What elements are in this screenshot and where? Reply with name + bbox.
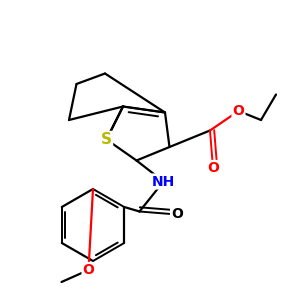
Text: S: S [101, 132, 112, 147]
Text: O: O [82, 263, 94, 277]
Text: O: O [207, 161, 219, 175]
Text: O: O [232, 104, 244, 118]
Text: NH: NH [152, 175, 175, 188]
Text: O: O [171, 208, 183, 221]
